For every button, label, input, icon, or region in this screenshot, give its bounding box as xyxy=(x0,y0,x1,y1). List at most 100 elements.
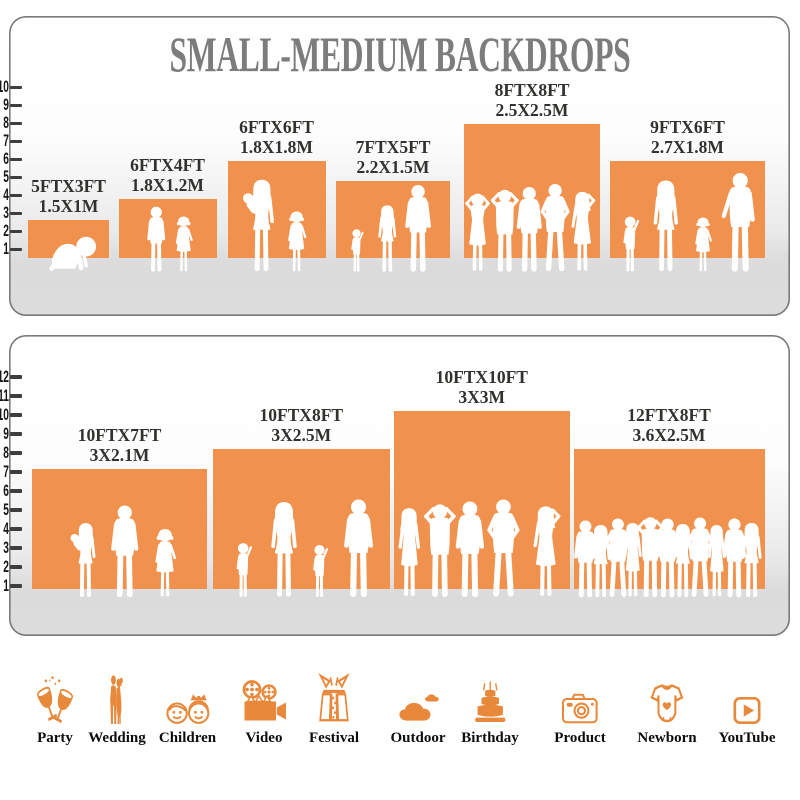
scale-tick xyxy=(9,489,22,493)
backdrop-size-label: 10FTX8FT 3X2.5M xyxy=(259,405,344,445)
category-newborn: Newborn xyxy=(637,660,697,747)
backdrop-size-label: 10FTX7FT 3X2.1M xyxy=(77,425,162,465)
scale-number: 5 xyxy=(2,168,9,186)
backdrop-size-label: 8FTX8FT 2.5X2.5M xyxy=(494,80,570,120)
scale-tick xyxy=(9,394,22,398)
size-meters: 2.7X1.8M xyxy=(651,136,724,157)
scale-tick xyxy=(9,413,22,417)
page-title: SMALL-MEDIUM BACKDROPS xyxy=(169,26,631,82)
category-youtube: YouTube xyxy=(718,660,776,747)
scale-tick xyxy=(9,451,22,455)
scale-number: 10 xyxy=(0,405,9,424)
size-meters: 2.5X2.5M xyxy=(495,99,569,120)
scale-tick xyxy=(9,546,22,550)
scale-number: 5 xyxy=(2,500,9,519)
backdrop-figures-mother-with-baby-and-girl xyxy=(242,179,306,272)
scale-tick xyxy=(9,229,22,234)
category-wedding: Wedding xyxy=(88,660,146,747)
scale-tick xyxy=(9,247,22,252)
size-feet: 9FTX6FT xyxy=(650,117,725,137)
backdrop-figures-crowd-of-people xyxy=(573,517,762,598)
scale-number: 8 xyxy=(2,114,9,132)
newborn-icon xyxy=(648,660,685,724)
backdrop-size-label: 12FTX8FT 3.6X2.5M xyxy=(627,405,711,445)
backdrop-figures-boy-and-girl xyxy=(146,206,193,272)
category-label: Children xyxy=(158,730,217,746)
category-label: YouTube xyxy=(718,730,776,746)
scale-number: 7 xyxy=(2,132,9,150)
product-icon xyxy=(561,660,598,724)
size-meters: 3X3M xyxy=(458,386,506,407)
size-meters: 1.5X1M xyxy=(38,195,99,216)
scale-number: 9 xyxy=(2,96,9,114)
scale-number: 11 xyxy=(0,386,9,405)
backdrop-figures-toddler-woman-man xyxy=(351,185,431,272)
category-label: Party xyxy=(37,730,73,746)
scale-tick xyxy=(9,85,22,90)
category-product: Product xyxy=(554,660,606,747)
scale-number: 1 xyxy=(2,576,9,595)
size-meters: 2.2X1.5M xyxy=(356,156,430,177)
backdrop-box xyxy=(118,199,217,258)
scale-tick xyxy=(9,139,22,144)
backdrop-figures-mother-with-baby-man-and-girl xyxy=(70,505,177,598)
wedding-icon xyxy=(104,660,130,724)
backdrop-box xyxy=(227,161,326,258)
scale-tick xyxy=(9,375,22,379)
category-children: Children xyxy=(159,660,216,747)
size-feet: 7FTX5FT xyxy=(355,137,431,157)
category-video: Video xyxy=(240,660,288,747)
category-label: Wedding xyxy=(88,730,146,746)
category-party: Party xyxy=(35,660,75,747)
party-icon xyxy=(35,660,75,724)
scale-tick xyxy=(9,211,22,216)
category-label: Festival xyxy=(309,730,359,746)
category-birthday: Birthday xyxy=(461,660,519,747)
youtube-icon xyxy=(733,660,761,724)
scale-tick xyxy=(9,121,22,126)
scale-number: 10 xyxy=(0,78,9,96)
size-feet: 6FTX6FT xyxy=(239,117,314,137)
scale-number: 4 xyxy=(2,519,9,538)
scale-number: 12 xyxy=(0,367,9,386)
backdrop-figures-group-of-five-adults xyxy=(465,184,596,272)
size-feet: 10FTX7FT xyxy=(77,425,162,445)
scale-tick xyxy=(9,432,22,436)
backdrop-figures-crawling-baby xyxy=(49,236,97,271)
scale-number: 2 xyxy=(2,222,9,240)
size-meters: 3.6X2.5M xyxy=(632,424,706,445)
backdrop-size-label: 5FTX3FT 1.5X1M xyxy=(31,176,106,216)
backdrop-figures-family-of-four-holding-hands xyxy=(623,173,755,272)
scale-number: 6 xyxy=(2,481,9,500)
backdrop-size-label: 9FTX6FT 2.7X1.8M xyxy=(650,117,725,157)
backdrop-size-label: 10FTX10FT 3X3M xyxy=(435,367,528,407)
scale-number: 7 xyxy=(2,462,9,481)
scale-tick xyxy=(9,103,22,108)
size-feet: 10FTX10FT xyxy=(435,367,528,387)
category-outdoor: Outdoor xyxy=(390,660,446,747)
size-feet: 10FTX8FT xyxy=(259,405,344,425)
category-label: Video xyxy=(245,730,283,746)
scale-number: 3 xyxy=(2,204,9,222)
outdoor-icon xyxy=(397,660,439,724)
scale-tick xyxy=(9,157,22,162)
scale-number: 1 xyxy=(2,240,9,258)
size-meters: 3X2.5M xyxy=(271,424,332,445)
size-feet: 5FTX3FT xyxy=(31,176,106,196)
category-festival: Festival xyxy=(309,660,359,747)
backdrop-size-label: 6FTX6FT 1.8X1.8M xyxy=(239,117,314,157)
festival-icon xyxy=(314,660,354,724)
category-label: Birthday xyxy=(461,730,519,746)
video-icon xyxy=(240,660,288,724)
scale-tick xyxy=(9,565,22,569)
size-feet: 8FTX8FT xyxy=(494,80,570,100)
scale-number: 8 xyxy=(2,443,9,462)
size-feet: 12FTX8FT xyxy=(627,405,711,425)
backdrop-size-label: 7FTX5FT 2.2X1.5M xyxy=(355,137,431,177)
size-meters: 3X2.1M xyxy=(89,444,150,465)
backdrop-size-label: 6FTX4FT 1.8X1.2M xyxy=(130,155,205,195)
scale-tick xyxy=(9,527,22,531)
category-icon-row: Party Wedding Children Video Festival xyxy=(0,660,800,780)
category-label: Outdoor xyxy=(390,730,446,746)
